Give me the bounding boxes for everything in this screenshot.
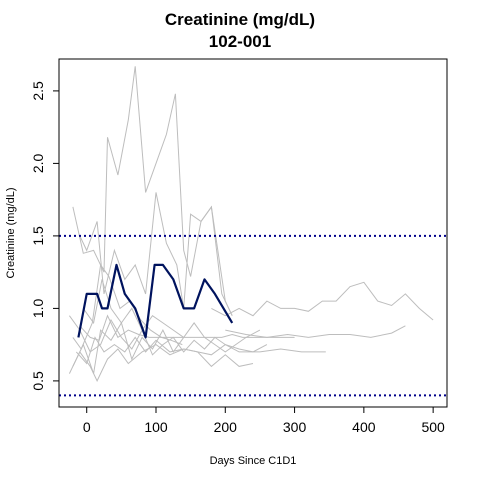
x-tick-label-100: 100 [144, 419, 168, 435]
x-tick-label-400: 400 [352, 419, 376, 435]
series-line-10 [82, 279, 261, 353]
series-line-9 [68, 344, 254, 383]
y-tick-label-1: 1.0 [30, 298, 46, 318]
x-tick-label-300: 300 [283, 419, 307, 435]
series-line-8 [79, 314, 295, 341]
y-axis: 0.5 1.0 1.5 2.0 2.5 [30, 81, 59, 391]
highlighted-series-group [77, 263, 234, 339]
x-tick-label-0: 0 [83, 419, 91, 435]
chart-title: Creatinine (mg/dL) [164, 10, 316, 29]
highlighted-series-line [77, 263, 234, 339]
y-tick-label-2: 2.0 [30, 153, 46, 173]
plot-frame [58, 58, 448, 408]
y-tick-label-1.5: 1.5 [30, 226, 46, 246]
y-tick-label-2.5: 2.5 [30, 81, 46, 101]
series-line-3 [211, 281, 434, 321]
series-line-7 [75, 336, 326, 365]
x-axis: 0 100 200 300 400 500 [83, 406, 445, 435]
series-line-5 [68, 315, 268, 356]
series-line-2 [79, 192, 233, 316]
series-line-4 [225, 325, 406, 338]
x-axis-label: Days Since C1D1 [210, 455, 297, 467]
x-tick-label-200: 200 [214, 419, 238, 435]
chart-subtitle: 102-001 [208, 32, 272, 51]
x-tick-label-500: 500 [421, 419, 445, 435]
series-line-6 [72, 321, 185, 374]
series-line-11 [72, 263, 183, 351]
y-axis-label: Creatinine (mg/dL) [5, 187, 17, 278]
y-tick-label-0.5: 0.5 [30, 371, 46, 391]
background-series-group [68, 66, 434, 383]
